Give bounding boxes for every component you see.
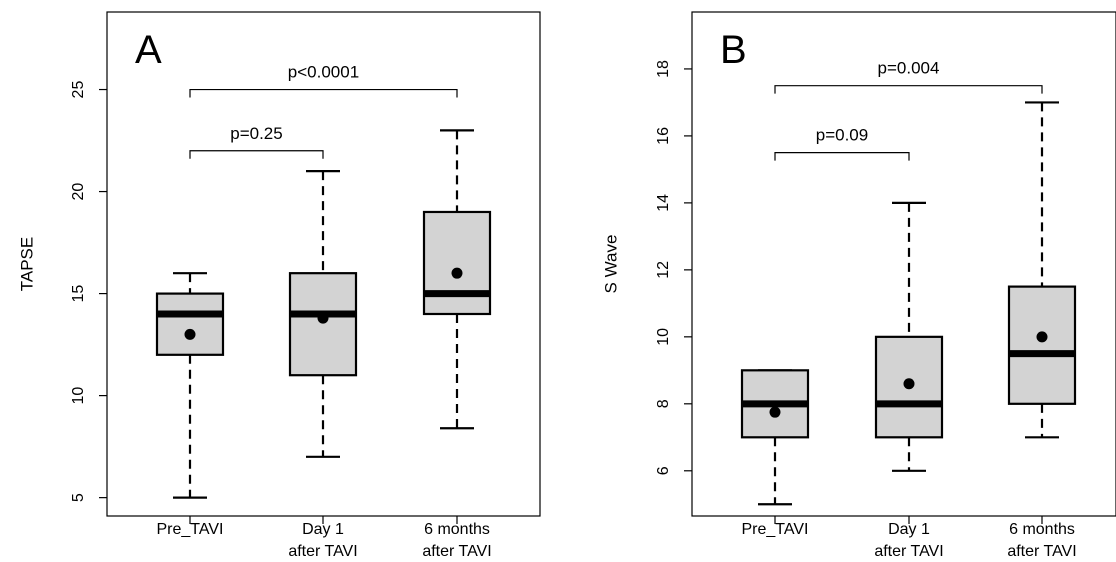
y-tick-label: 15 [70, 285, 87, 303]
x-category-label: Day 1 [888, 521, 930, 538]
iqr-box [155, 292, 225, 356]
significance-bracket [189, 88, 458, 98]
box-group [740, 369, 810, 506]
mean-point [184, 328, 196, 340]
mean-point [769, 406, 781, 418]
box-group [422, 129, 492, 430]
x-category-label: Pre_TAVI [742, 521, 809, 538]
panel-a: 5 10 15 20 25 TAPSE A Pre_TAVI Day 1 after TAVI 6 … [17, 11, 541, 560]
mean-point [317, 312, 329, 324]
y-tick-label: 18 [655, 60, 672, 78]
y-tick-label: 25 [70, 81, 87, 99]
iqr-box [288, 272, 358, 377]
p-value-label: p=0.09 [816, 126, 868, 145]
panel-b: 6 8 10 12 14 16 18 S Wave B Pre_TAVI Day 1 after TA… [601, 11, 1116, 560]
iqr-box [422, 210, 492, 316]
y-tick-label: 10 [655, 328, 672, 346]
y-axis-title: S Wave [601, 235, 620, 294]
box-group [288, 170, 358, 458]
significance-bracket [774, 152, 910, 161]
y-tick-label: 14 [655, 194, 672, 212]
x-category-label: 6 months [424, 521, 490, 538]
mean-point [451, 267, 463, 279]
iqr-box [1007, 285, 1077, 405]
y-axis-title: TAPSE [17, 237, 36, 291]
x-category-label: 6 months [1009, 521, 1075, 538]
y-tick-label: 10 [70, 387, 87, 405]
panel-letter: A [135, 28, 162, 72]
x-category-label: Pre_TAVI [157, 521, 224, 538]
box-group [1007, 101, 1077, 439]
x-category-label: after TAVI [874, 543, 943, 560]
plot-frame [691, 11, 1116, 517]
mean-point [1036, 331, 1048, 343]
x-category-label: after TAVI [288, 543, 357, 560]
mean-point [903, 378, 915, 390]
box-group [155, 272, 225, 499]
y-tick-label: 6 [655, 466, 672, 475]
x-category-label: after TAVI [1007, 543, 1076, 560]
x-category-label: Day 1 [302, 521, 344, 538]
significance-bracket [189, 150, 324, 159]
panel-letter: B [720, 28, 747, 72]
x-category-label: after TAVI [422, 543, 491, 560]
y-tick-label: 5 [70, 493, 87, 502]
y-tick-label: 16 [655, 127, 672, 145]
y-tick-label: 8 [655, 399, 672, 408]
box-group [874, 201, 944, 472]
y-tick-label: 20 [70, 183, 87, 201]
y-tick-label: 12 [655, 261, 672, 279]
p-value-label: p=0.25 [230, 124, 282, 143]
p-value-label: p<0.0001 [288, 63, 359, 82]
significance-bracket [774, 85, 1043, 94]
p-value-label: p=0.004 [878, 59, 940, 78]
